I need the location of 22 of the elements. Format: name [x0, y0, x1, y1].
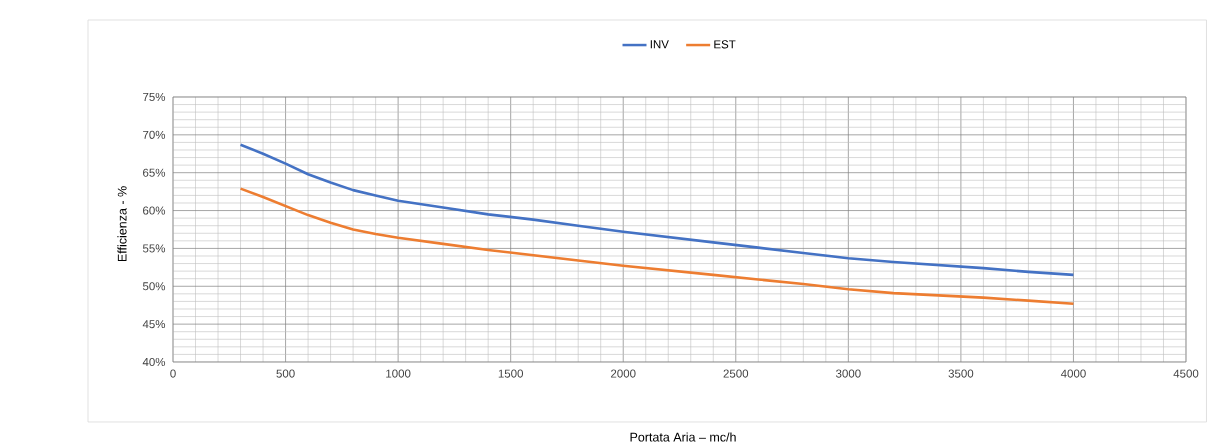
legend-label: EST: [714, 40, 736, 49]
y-tick-label: 75%: [143, 92, 166, 102]
x-tick-label: 500: [276, 369, 295, 378]
y-tick-label: 50%: [142, 282, 166, 291]
y-tick-label: 40%: [142, 357, 166, 367]
y-tick-label: 60%: [143, 206, 166, 215]
y-tick-label: 55%: [142, 244, 166, 253]
legend-label: INV: [650, 40, 669, 49]
x-tick-label: 2000: [611, 369, 636, 378]
x-tick-label: 4000: [1060, 369, 1086, 378]
x-tick-label: 3500: [948, 369, 974, 378]
y-tick-label: 45%: [142, 320, 166, 329]
x-axis-title: Portata Aria – mc/h: [630, 432, 736, 442]
y-tick-label: 70%: [143, 130, 166, 139]
x-tick-label: 1500: [498, 369, 524, 378]
x-tick-label: 0: [170, 369, 176, 378]
x-tick-label: 2500: [723, 369, 749, 378]
x-tick-label: 4500: [1173, 369, 1199, 378]
x-tick-label: 3000: [835, 369, 861, 378]
y-tick-label: 65%: [143, 168, 166, 177]
x-tick-label: 1000: [386, 369, 411, 378]
y-axis-title: Efficienza - %: [117, 186, 127, 262]
